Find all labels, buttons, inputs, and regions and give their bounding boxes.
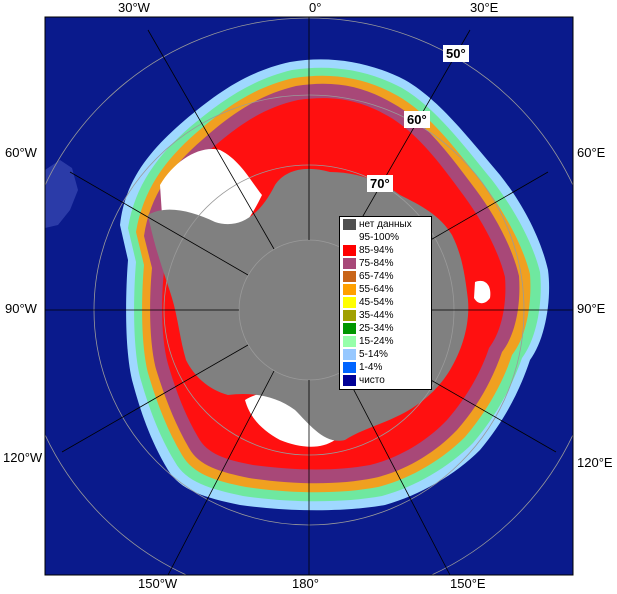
legend-label: 45-54% [359,297,394,308]
legend-swatch [343,232,356,243]
lat-label-60: 60° [404,111,430,128]
lon-label-30e: 30°E [470,0,499,15]
legend-swatch [343,245,356,256]
legend-swatch [343,323,356,334]
legend-row: 95-100% [340,231,431,244]
legend-label: 95-100% [359,232,400,243]
lon-label-120w: 120°W [3,450,43,465]
legend-swatch [343,297,356,308]
legend-row: 65-74% [340,270,431,283]
lon-label-0: 0° [309,0,322,15]
lon-label-90e: 90°E [577,301,606,316]
lon-label-120e: 120°E [577,455,613,470]
legend-label: 35-44% [359,310,394,321]
legend-swatch [343,362,356,373]
legend-row: 55-64% [340,283,431,296]
legend-label: 5-14% [359,349,388,360]
lon-label-60e: 60°E [577,145,606,160]
legend-label: 1-4% [359,362,383,373]
lon-label-90w: 90°W [5,301,37,316]
legend-row: 85-94% [340,244,431,257]
legend-row: 15-24% [340,335,431,348]
legend-swatch [343,310,356,321]
legend-label: 75-84% [359,258,394,269]
legend-swatch [343,375,356,386]
lon-label-60w: 60°W [5,145,37,160]
legend-row: 25-34% [340,322,431,335]
legend-swatch [343,349,356,360]
lat-label-50: 50° [443,45,469,62]
legend-row: 35-44% [340,309,431,322]
legend-label: 55-64% [359,284,394,295]
lon-label-150e: 150°E [450,576,486,591]
legend-label: 65-74% [359,271,394,282]
legend-row: нет данных [340,218,431,231]
legend: нет данных 95-100% 85-94% 75-84% 65-74% … [339,216,432,390]
lon-label-30w: 30°W [118,0,150,15]
legend-swatch [343,258,356,269]
lat-label-70: 70° [367,175,393,192]
legend-row: 75-84% [340,257,431,270]
legend-swatch [343,284,356,295]
legend-swatch [343,219,356,230]
lon-label-150w: 150°W [138,576,178,591]
legend-row: 1-4% [340,361,431,374]
legend-label: 15-24% [359,336,394,347]
legend-swatch [343,271,356,282]
legend-row: 45-54% [340,296,431,309]
legend-row: 5-14% [340,348,431,361]
lon-label-180: 180° [292,576,319,591]
legend-row: чисто [340,374,431,387]
legend-label: 85-94% [359,245,394,256]
legend-label: чисто [359,375,385,386]
legend-label: 25-34% [359,323,394,334]
ice-white-east [474,280,491,304]
south-america-land [45,160,78,228]
legend-label: нет данных [359,219,412,230]
legend-swatch [343,336,356,347]
